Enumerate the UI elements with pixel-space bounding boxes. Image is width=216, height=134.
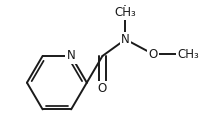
Text: N: N [67,49,76,62]
Text: O: O [98,82,107,95]
Text: O: O [148,48,158,61]
Text: CH₃: CH₃ [177,48,199,61]
Text: N: N [121,33,130,46]
Text: CH₃: CH₃ [115,6,136,19]
